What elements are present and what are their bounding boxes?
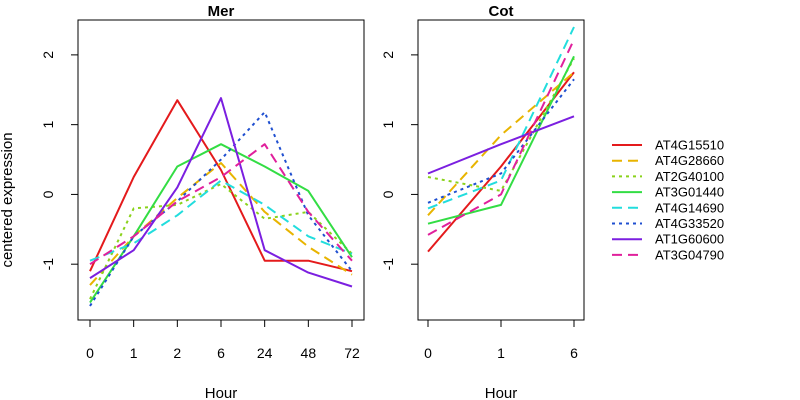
series-line-at4g28660 [89,162,353,286]
legend-item: AT4G33520 [612,216,724,231]
x-tick-label: 0 [424,345,432,361]
legend-label: AT4G28660 [655,153,724,168]
x-tick-label: 6 [217,345,225,361]
legend-label: AT3G01440 [655,185,724,200]
series-line-at3g04790 [427,39,575,236]
legend-label: AT4G15510 [655,138,724,153]
panel-cot: Cot 0 1 6 Hour -1 0 1 2 [380,3,585,400]
x-tick-label: 2 [173,345,181,361]
legend-label: AT1G60600 [655,232,724,247]
x-axis-label: Hour [485,385,518,400]
series-line-at3g01440 [89,143,353,304]
series-line-at3g04790 [89,143,353,266]
series-line-at4g15510 [89,99,353,273]
legend-label: AT2G40100 [655,169,724,184]
legend-label: AT3G04790 [655,247,724,262]
y-tick-label: 0 [380,190,396,198]
legend-item: AT4G28660 [612,153,724,168]
legend-item: AT4G15510 [612,138,724,153]
series-line-at2g40100 [89,183,353,300]
y-tick-label: 1 [40,121,56,129]
y-axis-label: centered expression [0,132,16,267]
x-tick-label: 24 [257,345,273,361]
y-tick-label: 2 [380,51,396,59]
legend-item: AT2G40100 [612,169,724,184]
chart-panels: Mer 0 1 2 6 24 48 72 Hour -1 0 1 2 Cot 0 1 6 Hour -1 0 1 2 [40,3,585,400]
panel-mer: Mer 0 1 2 6 24 48 72 Hour -1 0 1 2 [40,3,365,400]
x-tick-label: 48 [301,345,317,361]
y-tick-label: 1 [380,121,396,129]
y-tick-label: 0 [40,190,56,198]
panel-title: Mer [208,3,235,20]
x-axis-label: Hour [205,385,238,400]
legend: AT4G15510AT4G28660AT2G40100AT3G01440AT4G… [612,138,724,262]
series-line-at4g28660 [427,71,575,216]
legend-item: AT3G01440 [612,185,724,200]
x-tick-label: 0 [86,345,94,361]
series-line-at2g40100 [427,57,575,192]
x-tick-label: 72 [344,345,360,361]
series-line-at4g14690 [89,179,353,262]
series-line-at3g01440 [427,55,575,225]
legend-label: AT4G14690 [655,200,724,215]
legend-item: AT3G04790 [612,247,724,262]
panel-title: Cot [489,3,514,20]
legend-label: AT4G33520 [655,216,724,231]
series-line-at4g33520 [427,78,575,204]
y-tick-label: 2 [40,51,56,59]
plot-frame [417,19,585,321]
x-tick-label: 6 [570,345,578,361]
legend-item: AT1G60600 [612,232,724,247]
x-tick-label: 1 [497,345,505,361]
legend-item: AT4G14690 [612,200,724,215]
series-line-at1g60600 [89,97,353,288]
series-line-at1g60600 [427,115,575,175]
x-tick-label: 1 [130,345,138,361]
series-line-at4g33520 [89,111,353,307]
y-tick-label: -1 [380,258,396,271]
y-tick-label: -1 [40,258,56,271]
